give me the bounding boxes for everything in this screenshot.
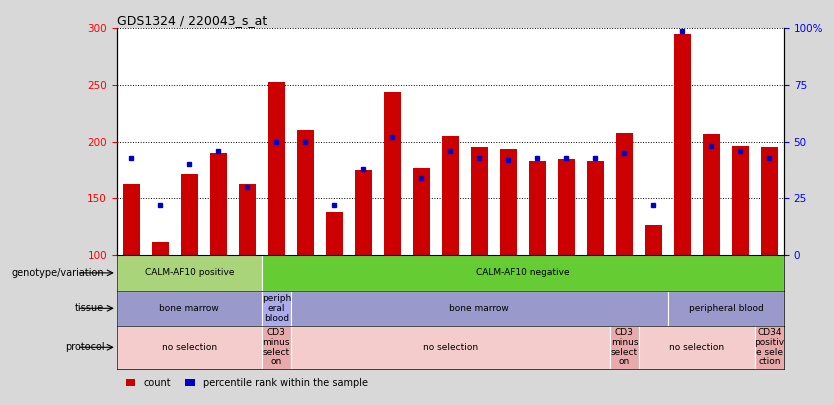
Bar xyxy=(586,161,604,255)
Bar xyxy=(117,290,262,326)
Bar xyxy=(354,170,372,255)
Bar xyxy=(442,136,459,255)
Bar xyxy=(615,133,633,255)
Text: tissue: tissue xyxy=(75,303,104,313)
Text: CD34
positiv
e sele
ction: CD34 positiv e sele ction xyxy=(755,328,785,367)
Bar xyxy=(123,184,140,255)
Bar xyxy=(413,168,430,255)
Bar xyxy=(181,173,198,255)
Bar xyxy=(755,326,784,369)
Bar xyxy=(645,224,662,255)
Text: no selection: no selection xyxy=(423,343,478,352)
Bar xyxy=(291,290,668,326)
Bar xyxy=(262,255,784,290)
Text: CD3
minus
select
on: CD3 minus select on xyxy=(263,328,290,367)
Text: protocol: protocol xyxy=(64,342,104,352)
Bar xyxy=(291,326,610,369)
Bar xyxy=(674,34,691,255)
Text: periph
eral
blood: periph eral blood xyxy=(262,294,291,322)
Bar xyxy=(325,212,343,255)
Bar xyxy=(639,326,755,369)
Text: no selection: no selection xyxy=(162,343,217,352)
Text: bone marrow: bone marrow xyxy=(159,304,219,313)
Bar xyxy=(703,134,720,255)
Text: no selection: no selection xyxy=(670,343,725,352)
Bar xyxy=(209,153,227,255)
Bar xyxy=(117,326,262,369)
Text: CALM-AF10 negative: CALM-AF10 negative xyxy=(476,269,570,277)
Text: CALM-AF10 positive: CALM-AF10 positive xyxy=(144,269,234,277)
Bar xyxy=(297,130,314,255)
Bar xyxy=(731,146,749,255)
Legend: count, percentile rank within the sample: count, percentile rank within the sample xyxy=(122,374,372,392)
Bar xyxy=(268,82,285,255)
Text: GDS1324 / 220043_s_at: GDS1324 / 220043_s_at xyxy=(117,14,267,27)
Bar xyxy=(761,147,778,255)
Text: bone marrow: bone marrow xyxy=(450,304,510,313)
Bar xyxy=(152,241,169,255)
Bar xyxy=(384,92,401,255)
Text: peripheral blood: peripheral blood xyxy=(689,304,763,313)
Bar xyxy=(262,326,291,369)
Bar xyxy=(668,290,784,326)
Bar xyxy=(558,159,575,255)
Bar xyxy=(500,149,517,255)
Text: CD3
minus
select
on: CD3 minus select on xyxy=(610,328,638,367)
Bar xyxy=(529,161,546,255)
Text: genotype/variation: genotype/variation xyxy=(12,268,104,278)
Bar xyxy=(610,326,639,369)
Bar xyxy=(239,184,256,255)
Bar xyxy=(470,147,488,255)
Bar xyxy=(262,290,291,326)
Bar xyxy=(117,255,262,290)
